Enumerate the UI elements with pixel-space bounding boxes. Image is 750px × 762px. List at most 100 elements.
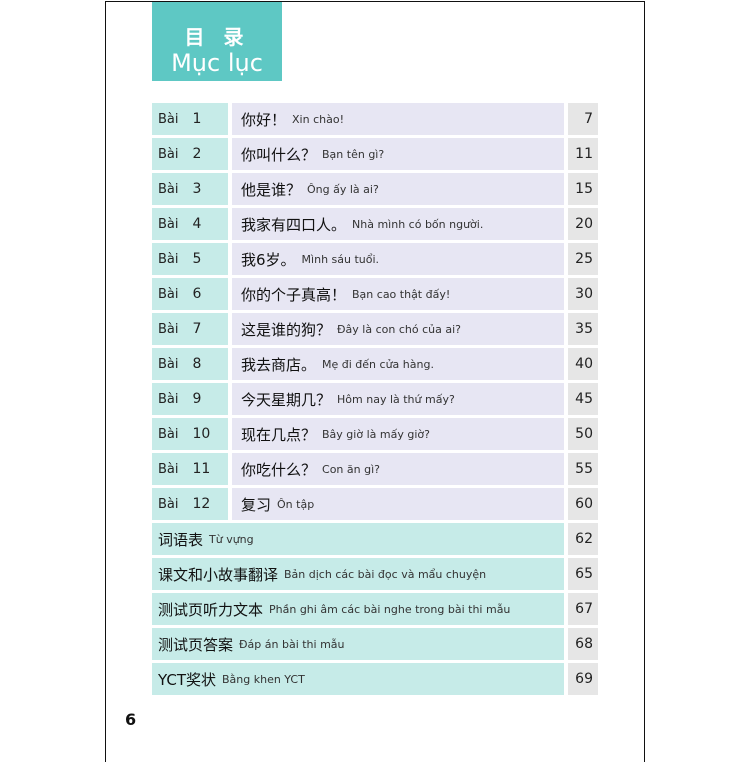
- lesson-number: 4: [192, 216, 202, 232]
- lesson-number: 8: [192, 356, 202, 372]
- lesson-title-cell: 他是谁？ Ông ấy là ai?: [232, 173, 564, 205]
- page-cell: 69: [568, 663, 598, 695]
- lesson-label: Bài: [158, 146, 179, 162]
- page-ref: 60: [575, 496, 593, 512]
- appendix-title-vietnamese: Bản dịch các bài đọc và mẩu chuyện: [284, 567, 487, 581]
- lesson-number-cell: Bài 2: [152, 138, 228, 170]
- lesson-title-vietnamese: Ông ấy là ai?: [307, 182, 379, 196]
- lesson-title-chinese: 你的个子真高！: [241, 285, 347, 304]
- lesson-title-chinese: 我去商店。: [241, 355, 317, 374]
- lesson-title-vietnamese: Mình sáu tuổi.: [301, 252, 380, 266]
- page-ref: 65: [575, 566, 593, 582]
- lesson-title-vietnamese: Nhà mình có bốn người.: [352, 217, 484, 231]
- lesson-title-chinese: 你吃什么？: [241, 460, 317, 479]
- lesson-title-cell: 我去商店。 Mẹ đi đến cửa hàng.: [232, 348, 564, 380]
- lesson-label: Bài: [158, 321, 179, 337]
- page-ref: 67: [575, 601, 593, 617]
- page-ref: 35: [575, 321, 593, 337]
- lesson-label: Bài: [158, 111, 179, 127]
- lesson-number: 11: [192, 461, 211, 477]
- lesson-number-cell: Bài 8: [152, 348, 228, 380]
- page-cell: 45: [568, 383, 598, 415]
- lesson-number: 5: [192, 251, 202, 267]
- page-ref: 40: [575, 356, 593, 372]
- lesson-label: Bài: [158, 496, 179, 512]
- page-cell: 62: [568, 523, 598, 555]
- lesson-number-cell: Bài 4: [152, 208, 228, 240]
- page-ref: 7: [584, 111, 593, 127]
- lesson-label: Bài: [158, 426, 179, 442]
- lesson-title-cell: 这是谁的狗？ Đây là con chó của ai?: [232, 313, 564, 345]
- page-cell: 68: [568, 628, 598, 660]
- title-chinese: 目 录: [184, 25, 250, 49]
- title-vietnamese: Mục lục: [171, 49, 263, 77]
- page-ref: 55: [575, 461, 593, 477]
- lesson-label: Bài: [158, 356, 179, 372]
- appendix-title-vietnamese: Phần ghi âm các bài nghe trong bài thi m…: [269, 602, 511, 616]
- lesson-number-cell: Bài 12: [152, 488, 228, 520]
- lesson-title-vietnamese: Đây là con chó của ai?: [337, 322, 461, 336]
- lesson-number-cell: Bài 6: [152, 278, 228, 310]
- lesson-title-vietnamese: Mẹ đi đến cửa hàng.: [322, 357, 434, 371]
- lesson-title-chinese: 你好！: [241, 110, 287, 129]
- page-ref: 30: [575, 286, 593, 302]
- appendix-title-cell: YCT奖状 Bằng khen YCT: [152, 663, 564, 695]
- appendix-title-vietnamese: Từ vựng: [209, 532, 254, 546]
- lesson-label: Bài: [158, 461, 179, 477]
- lesson-number: 1: [192, 111, 202, 127]
- lesson-title-vietnamese: Ôn tập: [277, 497, 315, 511]
- appendix-title-vietnamese: Bằng khen YCT: [221, 672, 305, 686]
- page-border: [105, 1, 645, 762]
- page-cell: 60: [568, 488, 598, 520]
- lesson-label: Bài: [158, 181, 179, 197]
- lesson-number-cell: Bài 1: [152, 103, 228, 135]
- page-ref: 68: [575, 636, 593, 652]
- lesson-label: Bài: [158, 391, 179, 407]
- lesson-title-chinese: 现在几点？: [241, 425, 317, 444]
- lesson-title-cell: 你的个子真高！ Bạn cao thật đấy!: [232, 278, 564, 310]
- lesson-title-vietnamese: Bạn cao thật đấy!: [352, 287, 451, 301]
- lesson-title-cell: 你叫什么？ Bạn tên gì?: [232, 138, 564, 170]
- appendix-title-cell: 词语表 Từ vựng: [152, 523, 564, 555]
- lesson-title-vietnamese: Bạn tên gì?: [322, 147, 385, 161]
- page-cell: 11: [568, 138, 598, 170]
- lesson-title-vietnamese: Xin chào!: [292, 112, 344, 126]
- page-cell: 25: [568, 243, 598, 275]
- appendix-title-chinese: 测试页答案: [158, 635, 234, 654]
- page-ref: 50: [575, 426, 593, 442]
- page-cell: 30: [568, 278, 598, 310]
- appendix-title-cell: 测试页听力文本 Phần ghi âm các bài nghe trong bà…: [152, 593, 564, 625]
- page-cell: 67: [568, 593, 598, 625]
- lesson-label: Bài: [158, 286, 179, 302]
- lesson-number-cell: Bài 3: [152, 173, 228, 205]
- lesson-number: 6: [192, 286, 202, 302]
- page-cell: 55: [568, 453, 598, 485]
- lesson-title-cell: 我6岁。 Mình sáu tuổi.: [232, 243, 564, 275]
- page-ref: 62: [575, 531, 593, 547]
- appendix-title-cell: 测试页答案 Đáp án bài thi mẫu: [152, 628, 564, 660]
- page-ref: 45: [575, 391, 593, 407]
- lesson-label: Bài: [158, 251, 179, 267]
- lesson-number-cell: Bài 7: [152, 313, 228, 345]
- lesson-number: 9: [192, 391, 202, 407]
- lesson-label: Bài: [158, 216, 179, 232]
- lesson-title-chinese: 他是谁？: [241, 180, 302, 199]
- lesson-number: 12: [192, 496, 211, 512]
- appendix-title-vietnamese: Đáp án bài thi mẫu: [239, 637, 345, 651]
- lesson-title-cell: 你好！ Xin chào!: [232, 103, 564, 135]
- lesson-title-chinese: 我6岁。: [241, 250, 296, 269]
- page-cell: 65: [568, 558, 598, 590]
- page-ref: 25: [575, 251, 593, 267]
- lesson-title-cell: 我家有四口人。 Nhà mình có bốn người.: [232, 208, 564, 240]
- lesson-number-cell: Bài 10: [152, 418, 228, 450]
- lesson-number-cell: Bài 11: [152, 453, 228, 485]
- appendix-title-chinese: YCT奖状: [158, 670, 216, 689]
- lesson-title-cell: 现在几点？ Bây giờ là mấy giờ?: [232, 418, 564, 450]
- page-cell: 20: [568, 208, 598, 240]
- page-ref: 11: [575, 146, 593, 162]
- page-ref: 15: [575, 181, 593, 197]
- lesson-number-cell: Bài 9: [152, 383, 228, 415]
- lesson-title-vietnamese: Con ăn gì?: [322, 462, 380, 476]
- lesson-number: 2: [192, 146, 202, 162]
- lesson-number: 10: [192, 426, 211, 442]
